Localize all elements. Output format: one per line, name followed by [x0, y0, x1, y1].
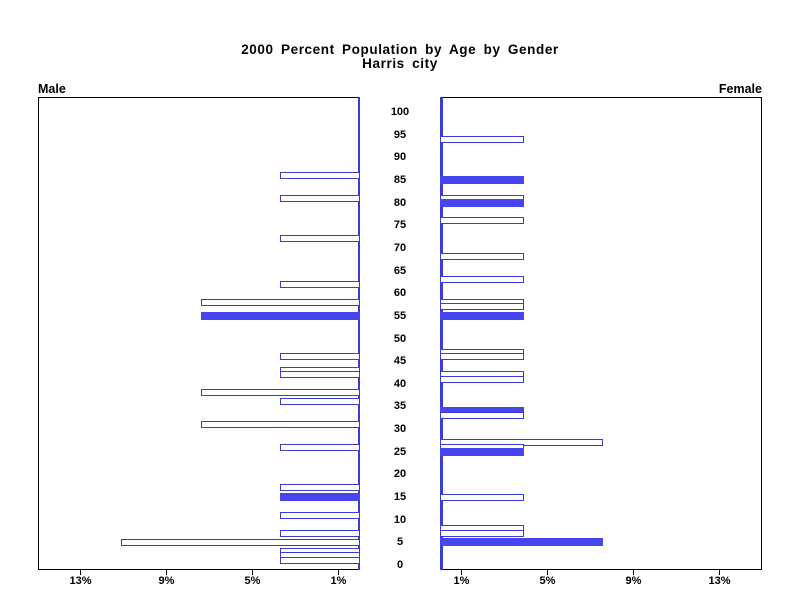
female-bar — [440, 198, 524, 207]
age-tick-label: 30 — [393, 423, 407, 436]
male-pct-tick — [165, 570, 168, 575]
age-tick-label: 100 — [390, 106, 410, 118]
age-tick-label: 20 — [393, 468, 407, 481]
age-tick-label: 40 — [393, 377, 407, 390]
female-pct-tick-label: 5% — [539, 575, 556, 587]
female-bar — [440, 353, 524, 361]
female-bar — [440, 538, 604, 547]
age-tick-label: 10 — [393, 513, 407, 526]
female-bar — [440, 529, 524, 537]
male-bar — [280, 493, 360, 502]
male-panel-label: Male — [38, 82, 66, 96]
age-tick-label: 75 — [393, 219, 407, 232]
female-bar — [440, 276, 524, 284]
male-bar — [280, 371, 360, 379]
age-tick-label: 35 — [393, 400, 407, 413]
female-bar — [440, 217, 524, 225]
male-bar — [280, 511, 360, 519]
female-bar — [440, 493, 524, 501]
age-tick-label: 50 — [393, 332, 407, 345]
chart-subtitle: Harris city — [362, 56, 438, 71]
female-pct-tick — [632, 570, 635, 575]
male-bar — [200, 311, 360, 320]
female-panel-label: Female — [718, 82, 762, 96]
male-bar — [200, 298, 360, 306]
male-pct-tick-label: 5% — [244, 575, 261, 587]
age-tick-label: 60 — [393, 287, 407, 300]
female-bar — [440, 311, 524, 320]
female-pct-tick — [460, 570, 463, 575]
male-bar — [280, 194, 360, 202]
male-bar — [200, 389, 360, 397]
male-bar — [280, 529, 360, 537]
age-tick-label: 95 — [393, 128, 407, 141]
female-pct-tick — [718, 570, 721, 575]
male-zero-axis — [357, 97, 360, 570]
age-tick-label: 85 — [393, 173, 407, 186]
female-plot-area — [440, 97, 762, 570]
male-pct-tick-label: 1% — [330, 575, 347, 587]
female-pct-tick-label: 9% — [625, 575, 642, 587]
female-bar — [440, 253, 524, 261]
female-bar — [440, 406, 524, 415]
female-bar — [440, 375, 524, 383]
male-bar — [280, 443, 360, 451]
age-tick-label: 25 — [393, 445, 407, 458]
female-pct-tick-label: 1% — [453, 575, 470, 587]
male-bar — [280, 353, 360, 361]
age-tick-label: 55 — [393, 309, 407, 322]
age-tick-label: 80 — [393, 196, 407, 209]
male-pct-tick — [79, 570, 82, 575]
female-pct-tick — [546, 570, 549, 575]
male-bar — [121, 538, 360, 546]
male-pct-tick — [251, 570, 254, 575]
male-bar — [280, 235, 360, 243]
male-bar — [280, 398, 360, 406]
age-tick-label: 65 — [393, 264, 407, 277]
female-pct-tick-label: 13% — [708, 575, 731, 587]
male-bar — [280, 484, 360, 492]
female-bar — [440, 175, 524, 184]
age-tick-label: 15 — [393, 491, 407, 504]
chart-title: 2000 Percent Population by Age by Gender — [241, 42, 559, 57]
female-zero-axis — [440, 97, 443, 570]
female-bar — [440, 303, 524, 311]
male-bar — [280, 171, 360, 179]
male-bar — [200, 421, 360, 429]
age-tick-label: 5 — [396, 536, 404, 549]
female-bar — [440, 412, 524, 419]
male-bar — [280, 556, 360, 564]
age-tick-label: 45 — [393, 355, 407, 368]
male-pct-tick-label: 9% — [158, 575, 175, 587]
age-tick-label: 0 — [396, 559, 404, 571]
female-bar — [440, 135, 524, 143]
age-tick-label: 70 — [393, 241, 407, 254]
age-tick-label: 90 — [393, 151, 407, 164]
male-pct-tick-label: 13% — [69, 575, 92, 587]
male-pct-tick — [337, 570, 340, 575]
female-bar — [440, 447, 524, 456]
male-bar — [280, 280, 360, 288]
